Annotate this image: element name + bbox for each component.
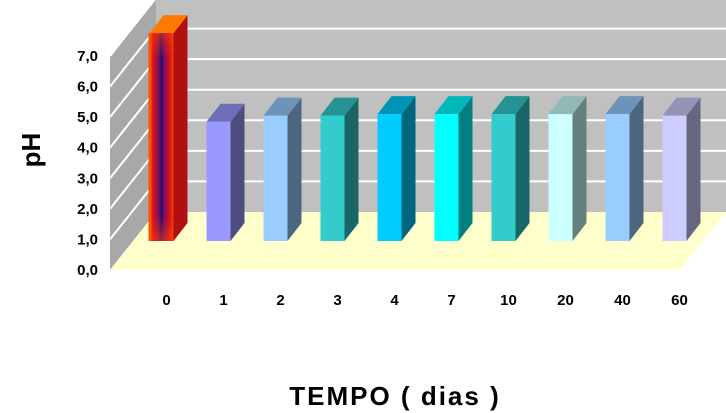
bar-front-glow xyxy=(149,33,174,241)
bar-top xyxy=(206,103,245,122)
bar xyxy=(377,96,416,241)
y-tick-label: 4,0 xyxy=(77,140,98,157)
x-tick-label: 40 xyxy=(614,292,631,309)
bar-top xyxy=(377,96,416,115)
bar-top xyxy=(434,96,473,115)
bar-side xyxy=(344,97,359,242)
bar-top xyxy=(263,97,302,116)
bar-top xyxy=(320,97,359,116)
x-tick-label: 2 xyxy=(276,292,284,309)
bar-front xyxy=(548,114,573,241)
bar-side xyxy=(686,97,701,242)
bar xyxy=(206,103,245,242)
bar-side xyxy=(401,96,416,241)
y-tick-label: 0,0 xyxy=(77,262,98,279)
bar xyxy=(605,96,644,241)
bar-side xyxy=(287,97,302,242)
x-tick-label: 0 xyxy=(162,292,170,309)
x-tick-label: 10 xyxy=(500,292,517,309)
bar-front xyxy=(434,114,459,241)
bar-edge xyxy=(148,33,152,241)
bar-side xyxy=(230,103,245,242)
y-tick-label: 2,0 xyxy=(77,201,98,218)
bar-front xyxy=(320,115,345,241)
bar xyxy=(548,96,587,241)
y-tick-label: 7,0 xyxy=(77,48,98,65)
bar-side xyxy=(515,96,530,241)
bar xyxy=(320,97,359,242)
x-tick-label: 1 xyxy=(219,292,227,309)
y-tick-label: 5,0 xyxy=(77,109,98,126)
y-axis-title: pH xyxy=(16,133,46,168)
x-axis-title: TEMPO ( dias ) xyxy=(289,381,500,411)
y-tick-label: 6,0 xyxy=(77,79,98,96)
x-tick-label: 7 xyxy=(447,292,455,309)
bar-front xyxy=(605,114,630,241)
bar-side xyxy=(458,96,473,241)
bar-side xyxy=(629,96,644,241)
bar xyxy=(662,97,701,242)
x-tick-label: 3 xyxy=(333,292,341,309)
bar-side xyxy=(173,15,188,241)
gridline xyxy=(109,0,156,57)
bar xyxy=(434,96,473,241)
bar xyxy=(263,97,302,242)
bar-front xyxy=(491,114,516,241)
bar-front xyxy=(263,115,288,241)
bar-front xyxy=(206,121,231,241)
y-tick-label: 1,0 xyxy=(77,231,98,248)
side-wall xyxy=(110,0,156,270)
bar xyxy=(148,15,188,241)
bar-front xyxy=(377,114,402,241)
bar xyxy=(491,96,530,241)
bar-top xyxy=(149,15,188,34)
x-tick-label: 4 xyxy=(390,292,399,309)
bar-side xyxy=(572,96,587,241)
x-tick-label: 60 xyxy=(671,292,688,309)
bar-front xyxy=(662,115,687,241)
y-tick-label: 3,0 xyxy=(77,170,98,187)
x-tick-label: 20 xyxy=(557,292,574,309)
bar-top xyxy=(548,96,587,115)
bar-top xyxy=(662,97,701,116)
bar-top xyxy=(491,96,530,115)
bar-top xyxy=(605,96,644,115)
